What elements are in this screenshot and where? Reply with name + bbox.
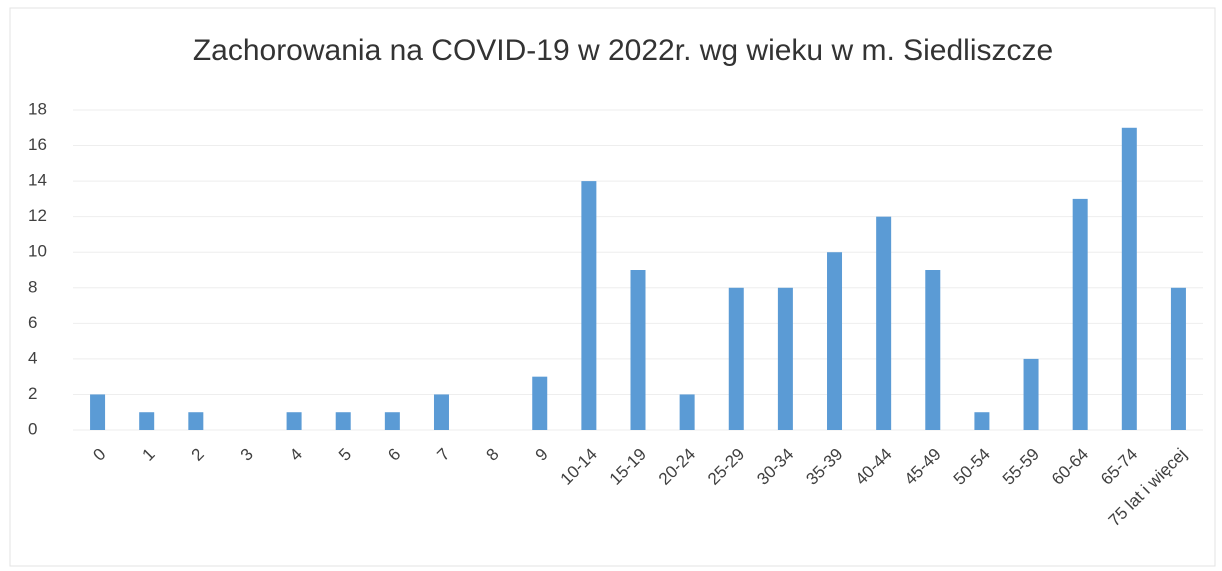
bar — [286, 412, 302, 430]
y-tick-label: 8 — [28, 277, 37, 296]
bar — [876, 216, 892, 430]
x-tick-label: 4 — [286, 445, 306, 465]
bar — [384, 412, 400, 430]
x-tick-label: 8 — [482, 445, 502, 465]
x-tick-label: 0 — [89, 445, 109, 465]
y-tick-label: 14 — [28, 171, 47, 190]
y-tick-label: 10 — [28, 242, 47, 261]
x-tick-label: 65-74 — [1097, 445, 1141, 489]
x-tick-label: 25-29 — [704, 445, 748, 489]
x-tick-label: 20-24 — [655, 445, 699, 489]
x-tick-label: 45-49 — [901, 445, 945, 489]
bar — [630, 270, 646, 430]
bar — [1023, 358, 1039, 430]
x-tick-label: 1 — [139, 445, 159, 465]
y-tick-label: 4 — [28, 348, 37, 367]
x-tick-label: 9 — [532, 445, 552, 465]
y-tick-label: 18 — [28, 99, 47, 118]
x-tick-label: 6 — [384, 445, 404, 465]
y-tick-label: 6 — [28, 313, 37, 332]
bar — [974, 412, 990, 430]
bar — [1170, 287, 1186, 430]
chart-title: Zachorowania na COVID-19 w 2022r. wg wie… — [193, 34, 1053, 67]
chart-border — [9, 7, 1216, 567]
x-tick-label: 55-59 — [999, 445, 1043, 489]
bar — [1121, 127, 1137, 431]
x-tick-label: 35-39 — [802, 445, 846, 489]
bar — [139, 412, 155, 430]
bar — [679, 394, 695, 430]
x-tick-label: 5 — [335, 445, 355, 465]
x-tick-label: 3 — [237, 445, 257, 465]
x-tick-label: 40-44 — [851, 445, 895, 489]
bar — [827, 252, 843, 430]
bar — [925, 270, 941, 430]
y-tick-label: 0 — [28, 419, 37, 438]
x-tick-label: 2 — [188, 445, 208, 465]
x-tick-label: 30-34 — [753, 445, 797, 489]
bar — [90, 394, 106, 430]
bar — [532, 376, 548, 430]
x-tick-label: 15-19 — [606, 445, 650, 489]
bar — [433, 394, 449, 430]
x-tick-label: 50-54 — [950, 445, 994, 489]
x-tick-label: 7 — [433, 445, 453, 465]
bar — [188, 412, 204, 430]
bar — [1072, 198, 1088, 430]
x-tick-label: 60-64 — [1048, 445, 1092, 489]
y-tick-label: 12 — [28, 206, 47, 225]
bar — [581, 181, 597, 430]
bar — [777, 287, 793, 430]
y-tick-label: 16 — [28, 135, 47, 154]
bar — [728, 287, 744, 430]
bar — [335, 412, 351, 430]
y-tick-label: 2 — [28, 384, 37, 403]
x-tick-label: 10-14 — [557, 445, 601, 489]
